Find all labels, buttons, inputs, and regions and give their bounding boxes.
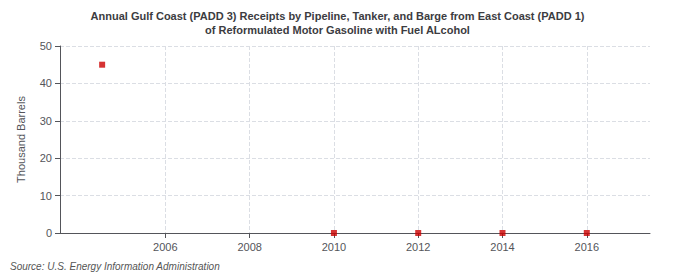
svg-text:40: 40 (40, 77, 52, 89)
svg-text:20: 20 (40, 152, 52, 164)
svg-text:of Reformulated Motor Gasoline: of Reformulated Motor Gasoline with Fuel… (205, 24, 470, 36)
svg-text:2012: 2012 (406, 241, 430, 253)
svg-text:10: 10 (40, 190, 52, 202)
svg-text:2006: 2006 (153, 241, 177, 253)
svg-text:50: 50 (40, 40, 52, 52)
svg-text:2010: 2010 (322, 241, 346, 253)
svg-text:Source: U.S. Energy Informatio: Source: U.S. Energy Information Administ… (10, 261, 220, 272)
svg-text:2008: 2008 (237, 241, 261, 253)
svg-text:Thousand Barrels: Thousand Barrels (15, 96, 27, 183)
svg-text:Annual Gulf Coast (PADD 3) Rec: Annual Gulf Coast (PADD 3) Receipts by P… (91, 10, 585, 22)
svg-text:2016: 2016 (575, 241, 599, 253)
svg-text:30: 30 (40, 115, 52, 127)
svg-text:0: 0 (46, 227, 52, 239)
svg-text:2014: 2014 (490, 241, 514, 253)
